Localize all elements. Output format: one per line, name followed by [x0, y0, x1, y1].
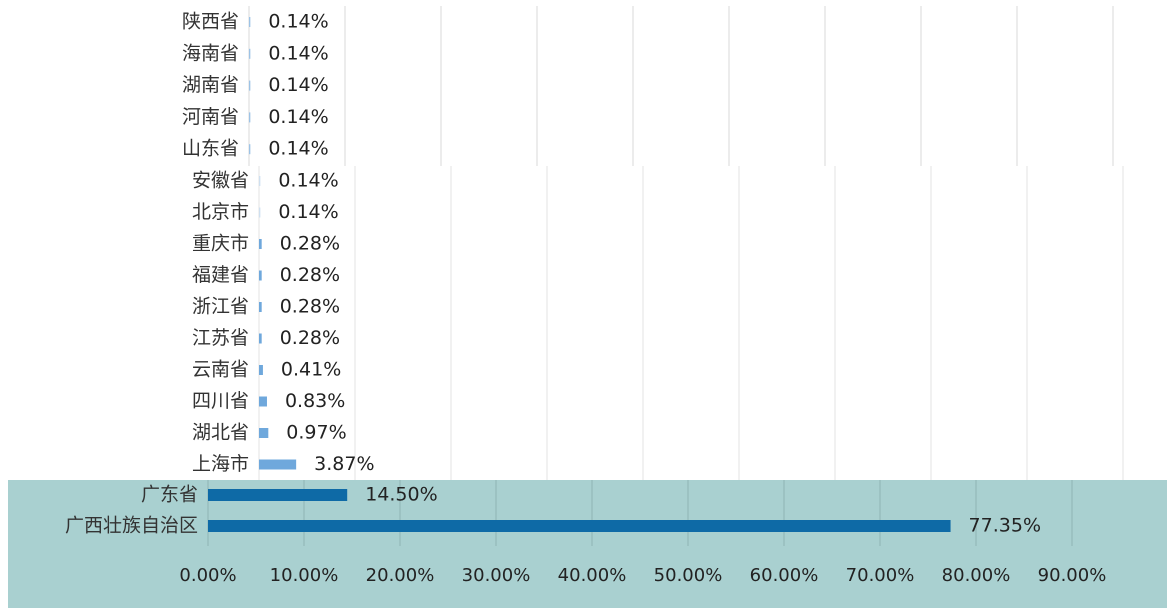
- bar: [249, 112, 251, 123]
- value-label: 0.14%: [268, 42, 328, 64]
- category-label: 湖北省: [192, 422, 249, 444]
- value-label: 14.50%: [365, 484, 437, 506]
- bar: [259, 459, 297, 470]
- bar: [249, 144, 251, 155]
- category-label: 北京市: [192, 201, 249, 223]
- x-tick-label: 0.00%: [179, 565, 236, 586]
- bar: [249, 48, 251, 59]
- bar: [259, 270, 262, 281]
- x-tick-label: 10.00%: [270, 565, 339, 586]
- category-label: 湖南省: [182, 74, 239, 96]
- x-tick-label: 40.00%: [558, 565, 627, 586]
- category-label: 上海市: [192, 453, 249, 475]
- bar: [259, 396, 267, 407]
- category-label: 重庆市: [192, 233, 249, 255]
- x-tick-label: 50.00%: [654, 565, 723, 586]
- category-label: 安徽省: [192, 170, 249, 192]
- category-label: 山东省: [182, 138, 239, 160]
- bar: [249, 80, 251, 91]
- bar: [249, 17, 251, 27]
- value-label: 0.28%: [280, 264, 340, 286]
- value-label: 0.14%: [268, 11, 328, 33]
- category-label: 福建省: [192, 264, 249, 286]
- bar: [259, 302, 262, 312]
- category-label: 广东省: [141, 484, 198, 506]
- value-label: 0.14%: [268, 106, 328, 128]
- x-tick-label: 60.00%: [750, 565, 819, 586]
- category-label: 河南省: [182, 106, 239, 128]
- x-tick-label: 80.00%: [942, 565, 1011, 586]
- value-label: 0.14%: [268, 138, 328, 160]
- value-label: 0.41%: [281, 359, 341, 381]
- value-label: 3.87%: [314, 453, 374, 475]
- x-tick-label: 20.00%: [366, 565, 435, 586]
- category-label: 浙江省: [192, 296, 249, 318]
- value-label: 0.14%: [278, 201, 338, 223]
- value-label: 0.28%: [280, 296, 340, 318]
- x-tick-label: 70.00%: [846, 565, 915, 586]
- bar: [259, 365, 263, 375]
- value-label: 0.97%: [286, 422, 346, 444]
- value-label: 77.35%: [969, 515, 1041, 537]
- value-label: 0.14%: [278, 170, 338, 192]
- category-label: 广西壮族自治区: [65, 515, 198, 537]
- category-label: 陕西省: [182, 11, 239, 33]
- value-label: 0.28%: [280, 233, 340, 255]
- value-label: 0.28%: [280, 327, 340, 349]
- category-label: 海南省: [182, 42, 239, 64]
- panel-background: [8, 480, 1167, 608]
- value-label: 0.83%: [285, 390, 345, 412]
- bar: [259, 239, 262, 249]
- bar: [259, 333, 262, 344]
- category-label: 四川省: [192, 390, 249, 412]
- bar: [259, 207, 261, 218]
- x-tick-label: 30.00%: [462, 565, 531, 586]
- category-label: 江苏省: [192, 327, 249, 349]
- bar: [208, 520, 951, 532]
- value-label: 0.14%: [268, 74, 328, 96]
- bar: [259, 176, 261, 186]
- bar: [208, 489, 348, 501]
- x-tick-label: 90.00%: [1038, 565, 1107, 586]
- bar: [259, 428, 269, 438]
- category-label: 云南省: [192, 359, 249, 381]
